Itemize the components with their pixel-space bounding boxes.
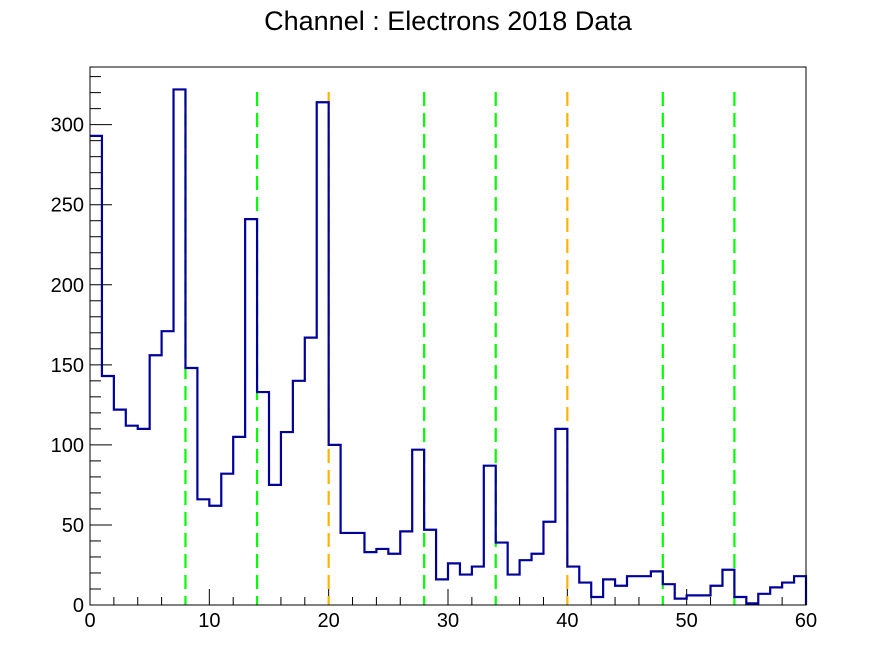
plot-frame (89, 66, 807, 606)
y-tick-label: 250 (51, 195, 84, 217)
y-tick-label: 0 (73, 595, 84, 617)
y-tick-label: 50 (62, 515, 84, 537)
y-tick-label: 100 (51, 435, 84, 457)
x-tick-label: 40 (556, 610, 578, 632)
axis-tick-labels: 0 10 20 30 40 50 60 0 50 100 150 200 250 300 (51, 115, 818, 632)
x-tick-label: 30 (437, 610, 459, 632)
histogram-series (90, 88, 808, 605)
x-tick-label: 60 (795, 610, 817, 632)
chart-title: Channel : Electrons 2018 Data (264, 6, 632, 36)
x-tick-label: 50 (676, 610, 698, 632)
y-tick-label: 300 (51, 115, 84, 137)
x-tick-label: 10 (198, 610, 220, 632)
x-tick-label: 0 (84, 610, 95, 632)
reference-lines (184, 92, 736, 605)
y-tick-label: 150 (51, 355, 84, 377)
axis-ticks (89, 76, 807, 606)
x-tick-label: 20 (318, 610, 340, 632)
y-tick-label: 200 (51, 275, 84, 297)
